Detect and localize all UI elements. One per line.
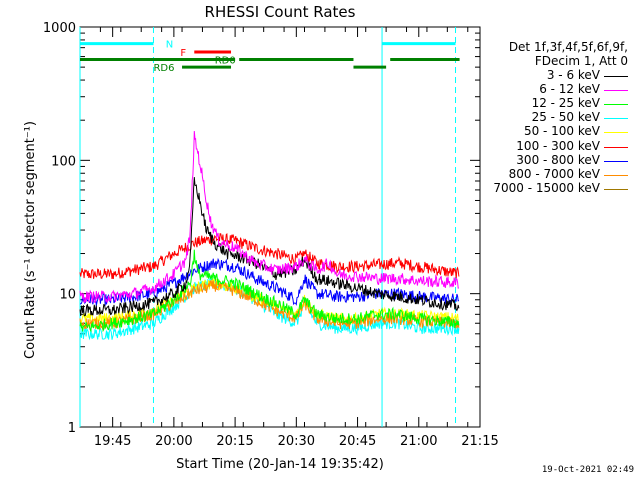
x-tick-label: 19:45 <box>94 434 131 449</box>
footer-timestamp: 19-Oct-2021 02:49 <box>541 465 634 475</box>
legend-entry: 300 - 800 keV <box>516 152 600 167</box>
legend-entry: 12 - 25 keV <box>531 96 600 111</box>
legend-title-line-2: FDecim 1, Att 0 <box>534 54 628 68</box>
legend-entry: 800 - 7000 keV <box>508 166 600 181</box>
x-tick-label: 21:00 <box>400 434 437 449</box>
legend-title-line-1: Det 1f,3f,4f,5f,6f,9f, <box>508 40 628 54</box>
legend-swatch <box>604 118 628 120</box>
series-line-300-800-kev <box>79 257 460 306</box>
plot-area: 1 10 100 1000 19:45 20:00 20:15 20:30 20:45 21:00… <box>43 21 499 449</box>
legend-swatch <box>604 146 628 148</box>
flag-label-n: N <box>166 40 173 51</box>
flag-label-f: F <box>180 48 186 59</box>
plot-frame <box>79 26 481 428</box>
x-tick-label: 21:15 <box>461 434 498 449</box>
x-tick-label: 20:30 <box>278 434 315 449</box>
legend-entry: 25 - 50 keV <box>531 110 600 125</box>
x-tick-label: 20:45 <box>339 434 376 449</box>
legend-swatch <box>604 76 628 77</box>
legend-entry: 6 - 12 keV <box>539 82 600 97</box>
legend-swatch <box>604 174 628 176</box>
x-axis-label: Start Time (20-Jan-14 19:35:42) <box>176 457 384 472</box>
legend-entry: 100 - 300 keV <box>516 138 600 153</box>
legend-swatch <box>604 160 628 162</box>
legend-entry: 3 - 6 keV <box>546 68 600 82</box>
x-tick-label: 20:00 <box>155 434 192 449</box>
y-tick-label: 1 <box>68 421 76 436</box>
legend-swatch <box>604 90 628 92</box>
y-tick-label: 1000 <box>43 21 76 36</box>
legend-swatch <box>604 188 628 190</box>
series-line-800-7000-kev <box>79 280 460 331</box>
flag-label-rd6: RD6 <box>153 63 174 74</box>
series-line-6-12-kev <box>79 130 459 304</box>
y-tick-label: 10 <box>59 288 76 303</box>
y-axis-label: Count Rate (s⁻¹ detector segment⁻¹) <box>23 121 38 359</box>
x-tick-label: 20:15 <box>216 434 253 449</box>
series-line-12-25-kev <box>79 249 460 333</box>
legend-entry: 50 - 100 keV <box>523 124 600 139</box>
flag-label-rd0: RD0 <box>215 56 236 67</box>
legend-entry: 7000 - 15000 keV <box>493 180 600 195</box>
series-line-100-300-kev <box>79 233 460 280</box>
legend-swatch <box>604 104 628 106</box>
legend-swatch <box>604 132 628 134</box>
y-tick-label: 100 <box>51 154 76 169</box>
chart-title: RHESSI Count Rates <box>205 3 356 21</box>
